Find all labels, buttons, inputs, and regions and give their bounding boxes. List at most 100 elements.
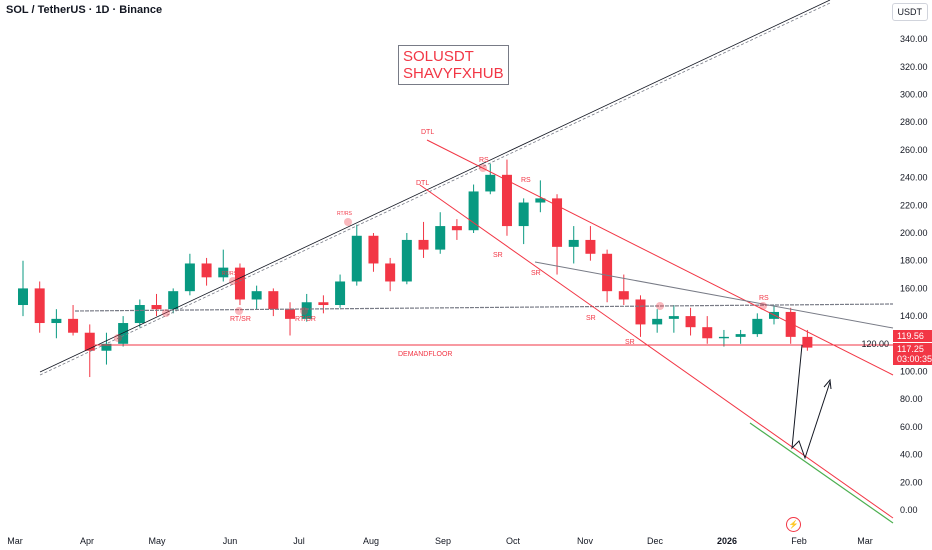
currency-label[interactable]: USDT bbox=[891, 3, 928, 21]
candle-body bbox=[268, 291, 279, 310]
price-tick-label: 340.00 bbox=[900, 34, 928, 44]
candle-body bbox=[84, 332, 95, 351]
candle-body bbox=[685, 316, 696, 328]
candle bbox=[184, 253, 195, 296]
candle bbox=[668, 305, 679, 333]
time-tick-label: Dec bbox=[647, 536, 664, 546]
price-tick-label: 100.00 bbox=[900, 367, 928, 377]
time-tick-label: Mar bbox=[857, 536, 873, 546]
markers bbox=[114, 164, 767, 342]
candle-body bbox=[251, 291, 262, 300]
candle bbox=[51, 309, 62, 339]
price-tick-label: 300.00 bbox=[900, 90, 928, 100]
arrow-head-icon bbox=[823, 378, 832, 390]
candle bbox=[201, 257, 212, 286]
annotation-rt-sr[interactable]: RT/SR bbox=[230, 316, 251, 323]
candle-body bbox=[151, 305, 162, 310]
time-tick-label: Nov bbox=[577, 536, 594, 546]
candle bbox=[435, 212, 446, 254]
candle bbox=[501, 159, 512, 236]
candle-body bbox=[535, 198, 546, 203]
price-tick-label: 200.00 bbox=[900, 228, 928, 238]
candle bbox=[151, 293, 162, 317]
time-tick-label: Oct bbox=[506, 536, 521, 546]
candle bbox=[468, 184, 479, 233]
candle-body bbox=[234, 267, 245, 300]
candle-body bbox=[51, 318, 62, 324]
channel-green-line[interactable] bbox=[749, 422, 894, 524]
time-axis[interactable]: Mar Apr May Jun Jul Aug Sep Oct Nov Dec 2026 Feb Mar bbox=[7, 536, 873, 546]
ascending-trendline-dashed[interactable] bbox=[39, 2, 831, 376]
time-tick-label: May bbox=[148, 536, 166, 546]
price-tick-label: 220.00 bbox=[900, 200, 928, 210]
annotation-rs[interactable]: RS bbox=[521, 177, 531, 184]
annotation-dtl[interactable]: DTL bbox=[421, 129, 434, 136]
lightning-icon[interactable]: ⚡ bbox=[786, 517, 801, 532]
annotation-sr[interactable]: SR bbox=[625, 339, 635, 346]
candle-body bbox=[668, 316, 679, 319]
price-tick-label: 80.00 bbox=[900, 394, 923, 404]
candle bbox=[318, 295, 329, 314]
candle bbox=[652, 309, 663, 333]
candle bbox=[685, 307, 696, 336]
candle bbox=[251, 285, 262, 310]
candle bbox=[602, 249, 613, 303]
candle bbox=[535, 180, 546, 213]
annotation-demandfloor[interactable]: DEMANDFLOOR bbox=[398, 351, 452, 358]
annotation-rs[interactable]: RS bbox=[479, 157, 489, 164]
candle bbox=[635, 295, 646, 337]
candle-body bbox=[468, 191, 479, 231]
descending-trendline-upper[interactable] bbox=[426, 139, 894, 376]
annotation-rs[interactable]: RS bbox=[759, 295, 769, 302]
price-tick-label: 20.00 bbox=[900, 477, 923, 487]
candle-body bbox=[718, 336, 729, 339]
annotation-sr[interactable]: SR bbox=[493, 252, 503, 259]
candle-body bbox=[785, 311, 796, 337]
annotation-dtl[interactable]: DTL bbox=[416, 180, 429, 187]
candle bbox=[68, 305, 79, 336]
gray-trendline[interactable] bbox=[534, 261, 894, 329]
candle bbox=[268, 288, 279, 317]
time-tick-label: Aug bbox=[363, 536, 379, 546]
candle-body bbox=[568, 239, 579, 247]
candle bbox=[385, 257, 396, 292]
candle bbox=[285, 302, 296, 336]
candle-body bbox=[485, 174, 496, 192]
candle-body bbox=[518, 202, 529, 227]
watermark-box: SOLUSDT SHAVYFXHUB bbox=[398, 45, 509, 85]
support-resistance-line[interactable] bbox=[74, 303, 894, 312]
symbol-title[interactable]: SOL / TetherUS · 1D · Binance bbox=[6, 4, 163, 16]
candle-body bbox=[735, 334, 746, 337]
time-tick-label: Feb bbox=[791, 536, 807, 546]
bar-countdown: 03:00:35 bbox=[897, 354, 932, 364]
price-tick-label: 40.00 bbox=[900, 450, 923, 460]
price-axis[interactable]: 340.00 320.00 300.00 280.00 260.00 240.00 220.… bbox=[861, 34, 927, 515]
price-tick-label: 280.00 bbox=[900, 117, 928, 127]
candle-body bbox=[418, 239, 429, 250]
price-tick-label: 120.00 bbox=[861, 339, 889, 349]
annotation-rt-rs[interactable]: RT/RS bbox=[222, 271, 238, 277]
candle-body bbox=[702, 327, 713, 339]
candle-body bbox=[118, 323, 129, 344]
descending-trendline-lower[interactable] bbox=[419, 184, 894, 519]
price-tag-last: 117.25 03:00:35 bbox=[893, 343, 932, 365]
annotation-rt-sr[interactable]: RT/SR bbox=[295, 316, 316, 323]
annotation-sr[interactable]: SR bbox=[586, 315, 596, 322]
candle bbox=[401, 233, 412, 285]
candle bbox=[335, 274, 346, 308]
candle-body bbox=[635, 299, 646, 325]
annotation-sr[interactable]: SR bbox=[531, 270, 541, 277]
annotation-rt-rs[interactable]: RT/RS bbox=[337, 211, 353, 217]
candle-body bbox=[618, 291, 629, 300]
price-tick-label: 180.00 bbox=[900, 256, 928, 266]
candle-body bbox=[652, 318, 663, 325]
time-tick-label: Jun bbox=[223, 536, 238, 546]
price-tick-label: 320.00 bbox=[900, 62, 928, 72]
candle bbox=[568, 226, 579, 264]
candle bbox=[418, 221, 429, 258]
projection-path[interactable] bbox=[791, 344, 831, 460]
price-tick-label: 60.00 bbox=[900, 422, 923, 432]
candle-body bbox=[134, 305, 145, 324]
candle-body bbox=[218, 267, 229, 278]
